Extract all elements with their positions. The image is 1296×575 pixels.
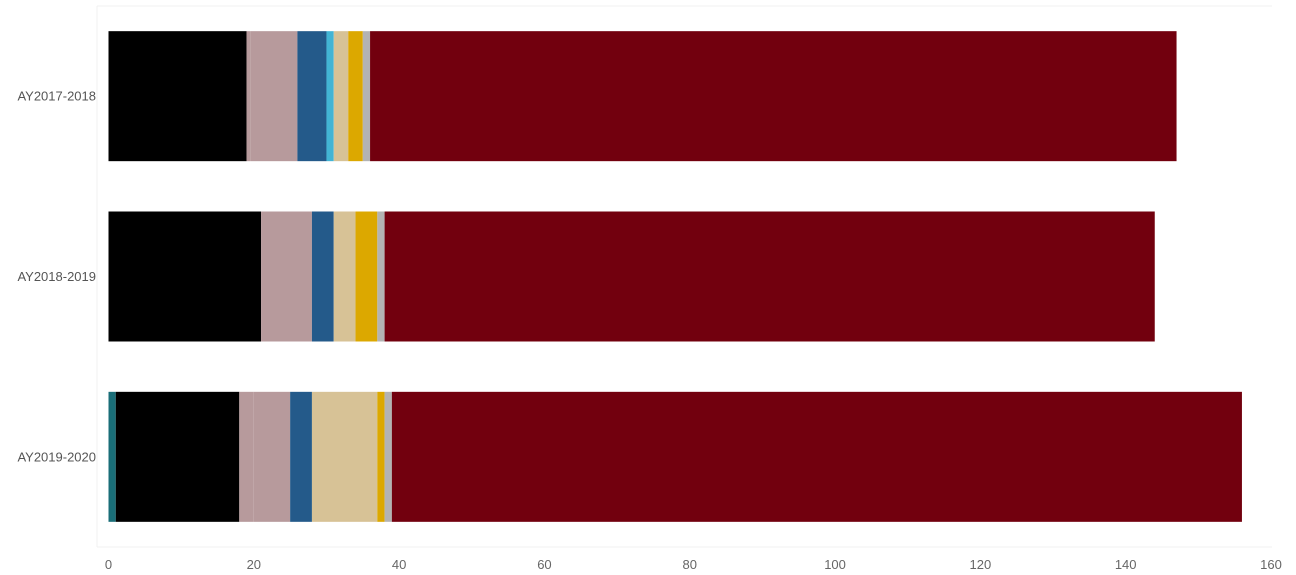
x-tick-label: 80 [683, 557, 697, 572]
bar-segment-3-3 [239, 391, 254, 522]
bar-segment-2-2 [108, 211, 262, 342]
x-tick-label: 60 [537, 557, 551, 572]
x-tick-label: 20 [247, 557, 261, 572]
bar-segment-3-9 [384, 391, 392, 522]
bar-segment-1-10 [370, 31, 1177, 162]
bar-segment-1-6 [326, 31, 334, 162]
x-tick-label: 40 [392, 557, 406, 572]
bar-segment-2-9 [377, 211, 385, 342]
category-label: AY2018-2019 [17, 269, 96, 284]
bar-segment-3-10 [391, 391, 1242, 522]
bar-segment-1-8 [348, 31, 363, 162]
bar-segment-2-8 [355, 211, 378, 342]
x-tick-label: 160 [1260, 557, 1282, 572]
bar-segment-2-7 [333, 211, 356, 342]
bar-segment-1-4 [250, 31, 298, 162]
bar-segment-1-7 [333, 31, 349, 162]
bar-segment-2-5 [311, 211, 334, 342]
x-tick-label: 140 [1115, 557, 1137, 572]
bar-segment-3-1 [108, 391, 116, 522]
bar-segment-2-4 [261, 211, 312, 342]
x-tick-label: 0 [105, 557, 112, 572]
bar-segment-1-3 [246, 31, 251, 162]
x-tick-labels-group: 0 20 40 60 80 100 120 140 160 [105, 557, 1282, 572]
bars-group [108, 31, 1242, 522]
bar-segment-3-4 [253, 391, 291, 522]
bar-segment-1-5 [297, 31, 327, 162]
bar-segment-3-8 [377, 391, 385, 522]
x-tick-label: 120 [970, 557, 992, 572]
bar-segment-3-2 [115, 391, 240, 522]
bar-segment-1-9 [362, 31, 371, 162]
bar-segment-3-7 [311, 391, 378, 522]
x-tick-label: 100 [824, 557, 846, 572]
bar-segment-3-5 [290, 391, 312, 522]
bar-segment-1-2 [108, 31, 247, 162]
bar-segment-2-10 [384, 211, 1155, 342]
category-label: AY2019-2020 [17, 449, 96, 464]
category-labels-group: AY2017-2018 AY2018-2019 AY2019-2020 [17, 89, 96, 465]
category-label: AY2017-2018 [17, 89, 96, 104]
